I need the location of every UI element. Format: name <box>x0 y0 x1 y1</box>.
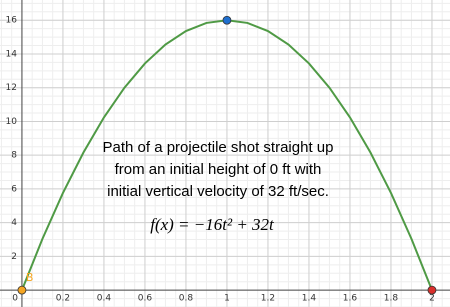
y-tick-label: 2 <box>11 252 17 262</box>
x-tick-label: 1.4 <box>302 294 317 304</box>
x-tick-label: 1.2 <box>261 294 275 304</box>
y-tick-label: 8 <box>11 151 17 161</box>
y-tick-label: 14 <box>5 49 17 59</box>
x-tick-label: 0.2 <box>56 294 70 304</box>
annotation: from an initial height of 0 ft with <box>115 161 322 178</box>
annotation: Path of a projectile shot straight up <box>103 139 334 156</box>
y-tick-label: 12 <box>5 83 16 93</box>
y-tick-label: 10 <box>5 117 17 127</box>
x-tick-label: 1.8 <box>384 294 399 304</box>
annotation: initial vertical velocity of 32 ft/sec. <box>107 183 329 200</box>
x-tick-label: 0.8 <box>179 294 194 304</box>
formula: f(x) = −16t² + 32t <box>150 215 275 234</box>
y-tick-label: 4 <box>11 218 17 228</box>
point <box>427 285 437 295</box>
y-tick-label: 16 <box>5 16 17 26</box>
x-tick-label: 0.4 <box>97 294 112 304</box>
x-tick-label: 0.6 <box>138 294 153 304</box>
point <box>222 15 232 25</box>
x-tick-label: 1.6 <box>343 294 358 304</box>
point-label: B <box>26 271 34 284</box>
x-tick-label: 1 <box>224 294 230 304</box>
x-tick-label: 0 <box>12 294 18 304</box>
point <box>17 285 27 295</box>
x-tick-label: 2 <box>429 294 435 304</box>
y-tick-label: 6 <box>11 184 17 194</box>
